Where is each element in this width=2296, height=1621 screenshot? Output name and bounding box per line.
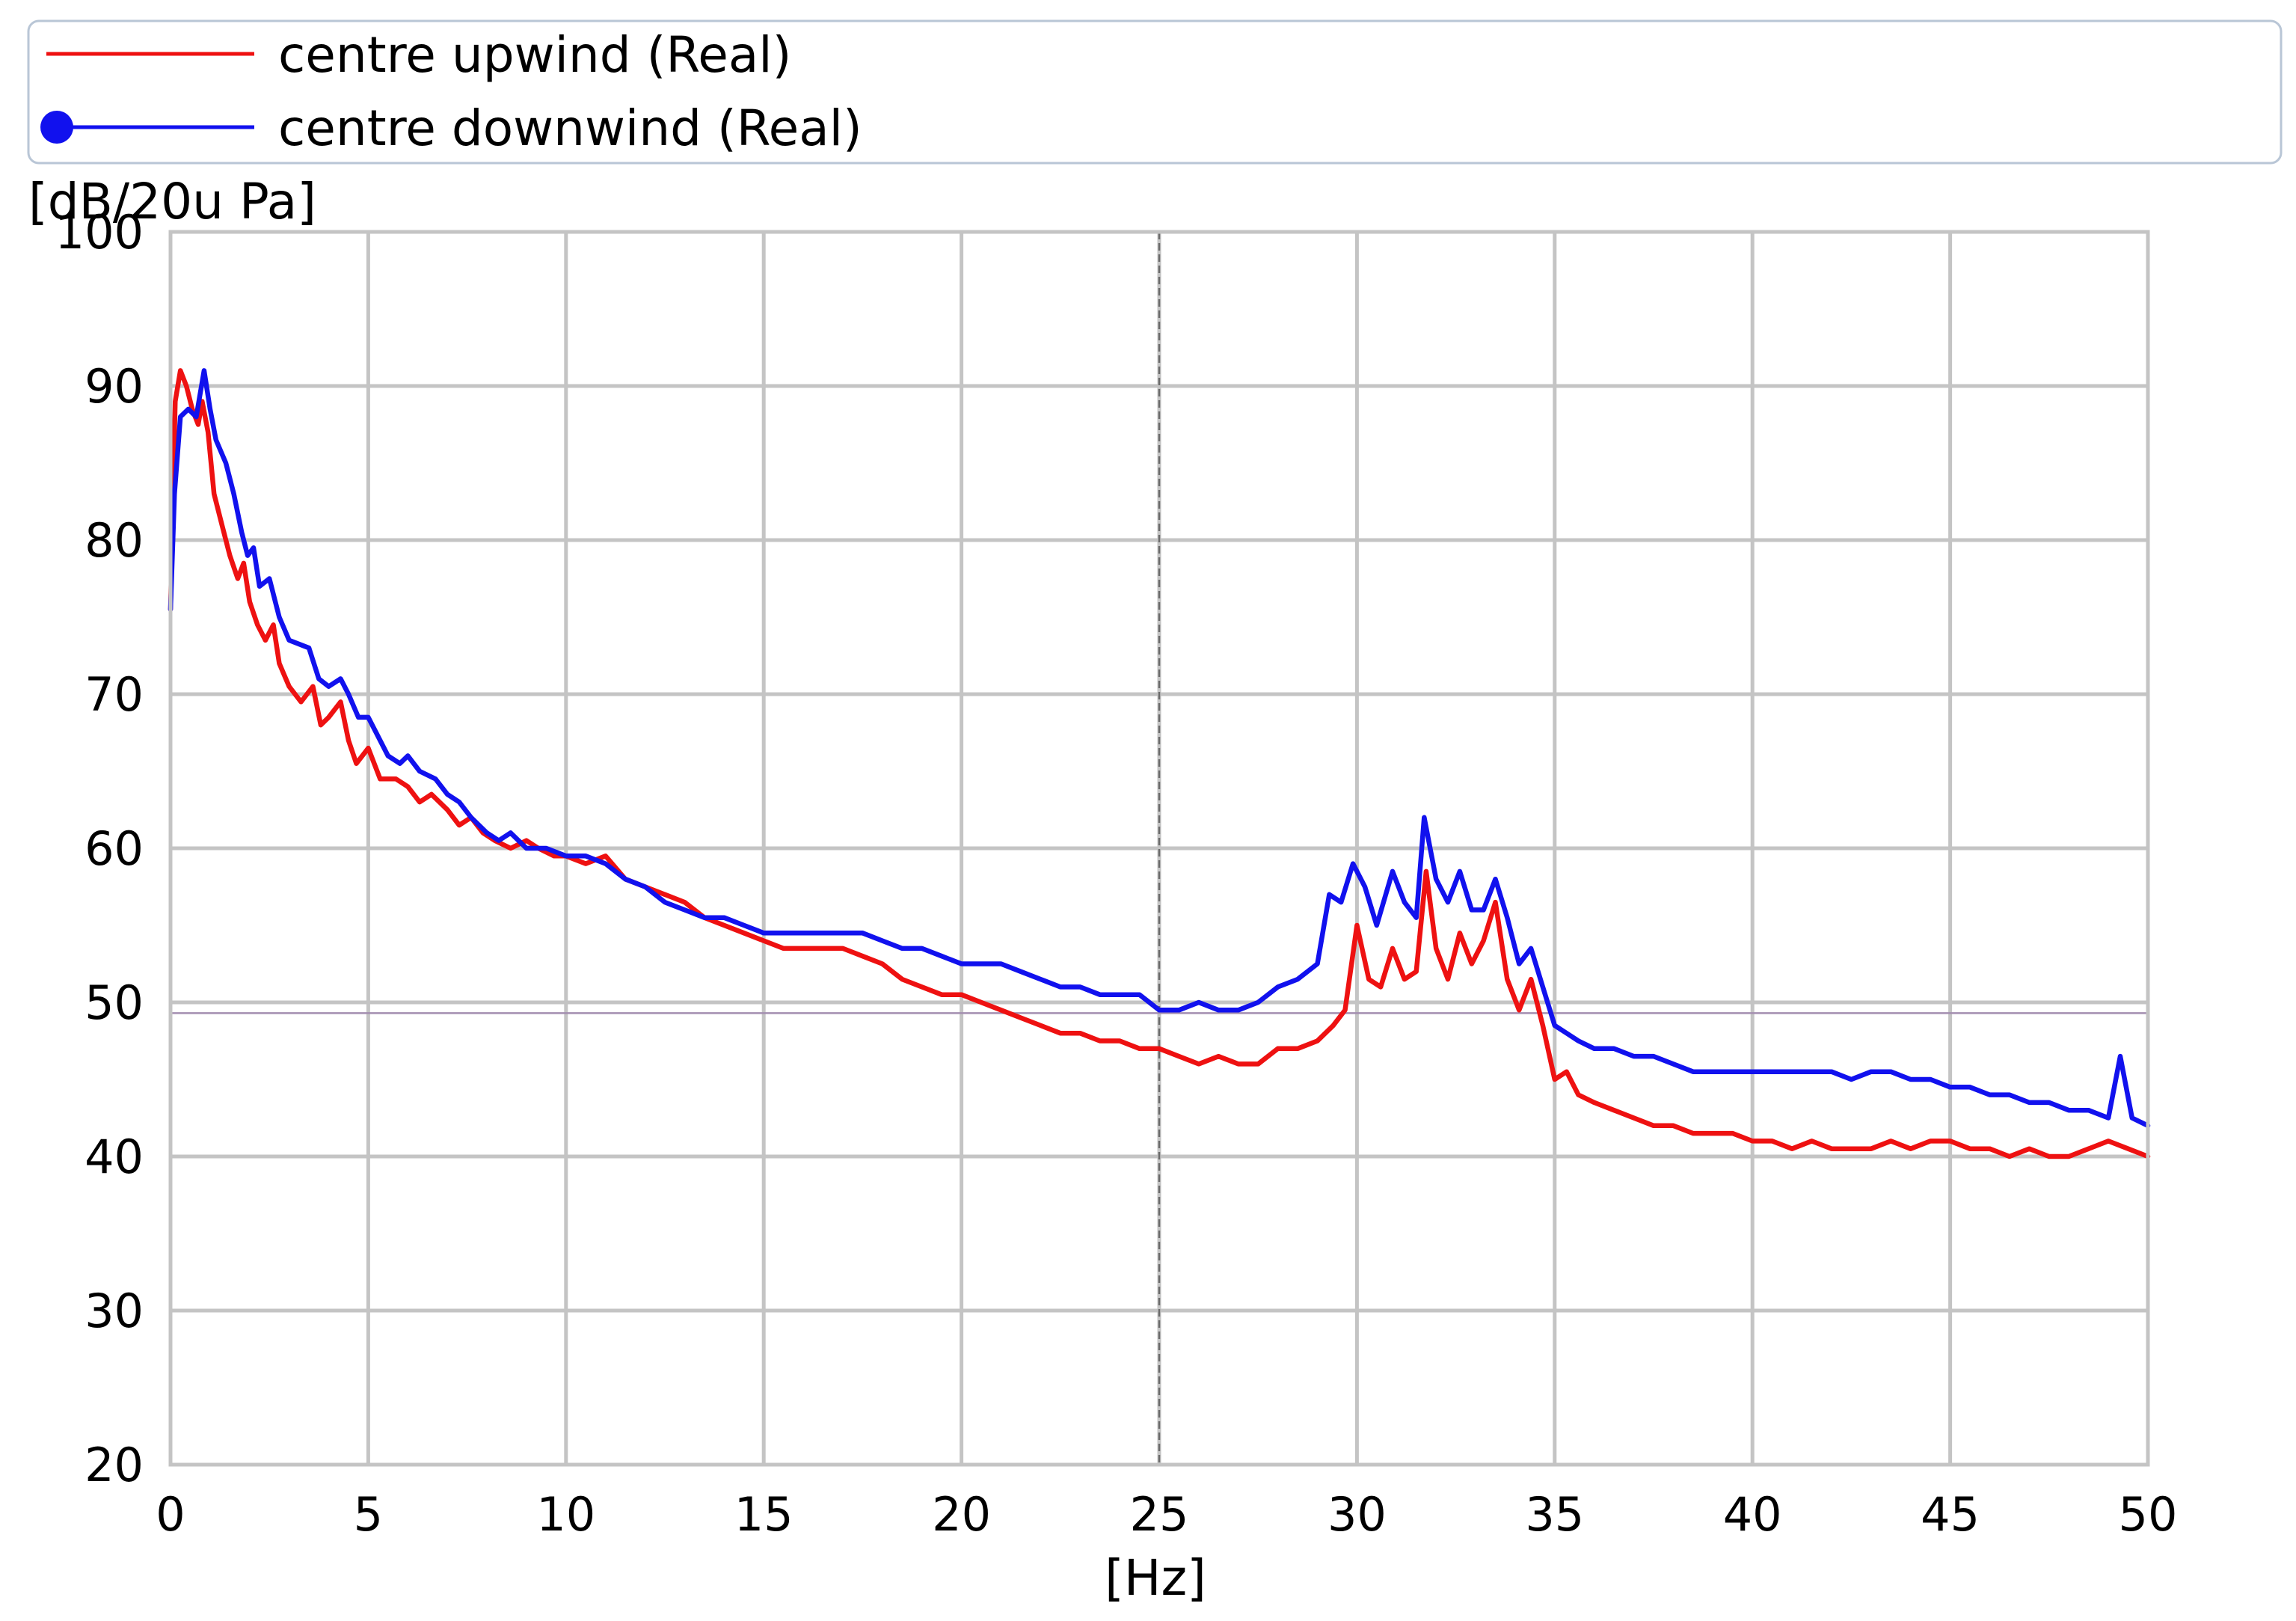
plot-frame: [168, 230, 2150, 1467]
y-tick-label: 30: [85, 1284, 144, 1338]
y-tick-label: 100: [55, 205, 144, 260]
series-layer: [168, 368, 2151, 1159]
y-tick-label: 70: [85, 667, 144, 722]
legend-label-downwind: centre downwind (Real): [278, 99, 862, 157]
x-tick-label: 50: [2119, 1487, 2178, 1542]
y-tick-label: 40: [85, 1130, 144, 1184]
x-tick-label: 45: [1921, 1487, 1980, 1542]
x-tick-label: 30: [1327, 1487, 1387, 1542]
y-tick-label: 90: [85, 359, 144, 414]
y-tick-label: 50: [85, 975, 144, 1030]
x-tick-labels: 0 5 10 15 20 25 30 35 40 45 50: [156, 1487, 2177, 1542]
y-axis-unit-label: [dB/20u Pa]: [28, 173, 316, 230]
legend-box: [27, 19, 2283, 165]
x-tick-label: 35: [1525, 1487, 1584, 1542]
y-tick-label: 80: [85, 513, 144, 568]
x-tick-label: 5: [354, 1487, 383, 1542]
series-line-upwind: [168, 368, 2151, 1159]
x-tick-label: 15: [734, 1487, 794, 1542]
legend-label-upwind: centre upwind (Real): [278, 26, 791, 84]
y-tick-labels: 20 30 40 50 60 70 80 90 100: [55, 205, 144, 1492]
y-tick-label: 20: [85, 1438, 144, 1492]
x-tick-label: 25: [1130, 1487, 1189, 1542]
y-tick-label: 60: [85, 821, 144, 876]
legend: centre upwind (Real) centre downwind (Re…: [27, 19, 2283, 165]
x-tick-label: 40: [1723, 1487, 1782, 1542]
legend-marker-downwind: [40, 111, 73, 144]
x-tick-label: 10: [536, 1487, 595, 1542]
x-tick-label: 0: [156, 1487, 185, 1542]
series-line-downwind: [168, 368, 2151, 1129]
x-axis-unit-label: [Hz]: [1105, 1549, 1206, 1607]
x-tick-label: 20: [932, 1487, 991, 1542]
